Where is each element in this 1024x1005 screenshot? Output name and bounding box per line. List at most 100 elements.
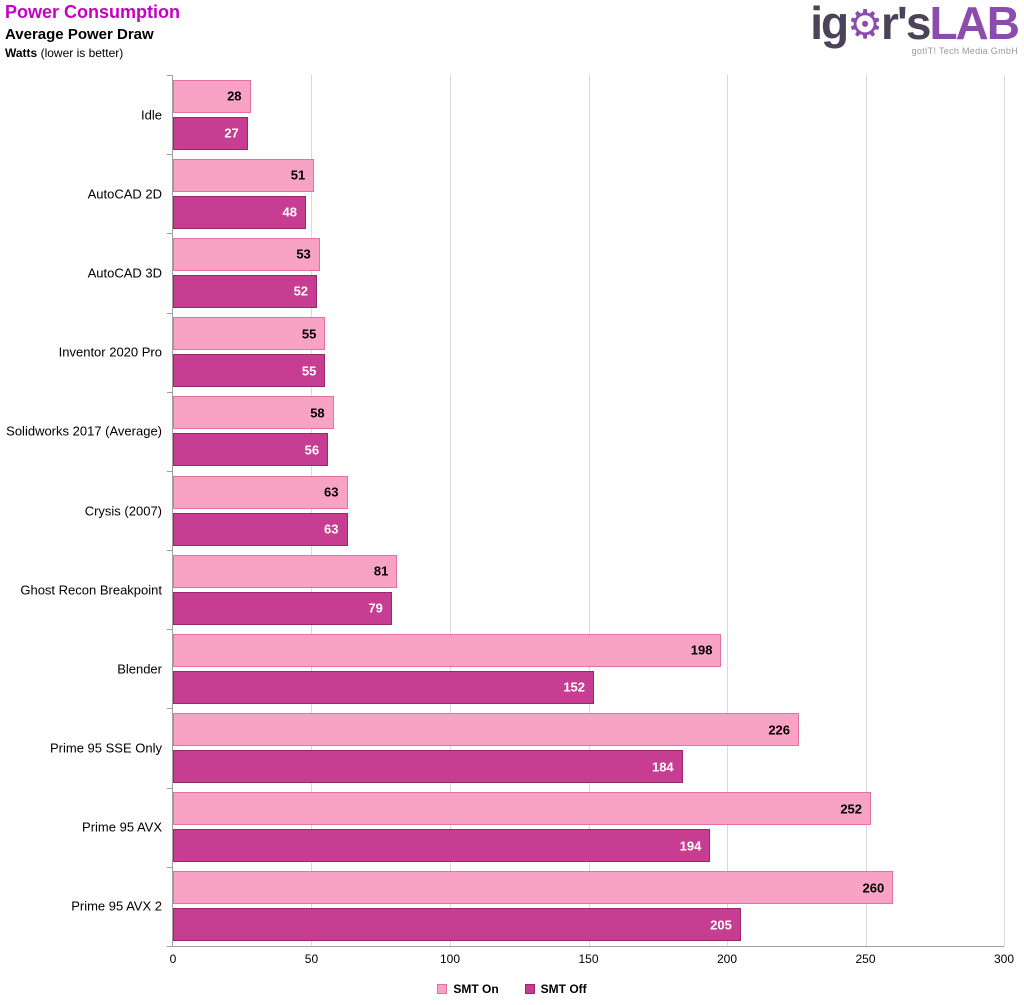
bar-value-label: 226 — [768, 722, 791, 738]
gridline — [449, 75, 451, 946]
category-label: Inventor 2020 Pro — [58, 344, 162, 360]
bar-value-label: 63 — [324, 484, 339, 500]
bar-value-label: 184 — [651, 759, 674, 775]
gridline — [1004, 75, 1005, 946]
bar-smt-on: 53 — [173, 237, 320, 271]
chart-row: Idle 28 27 — [141, 75, 1004, 154]
chart-rows: Idle 28 27 AutoCAD 2D 51 48 AutoCAD 3D 53 52 Inve… — [6, 75, 1004, 946]
bar-value-label: 152 — [563, 679, 586, 695]
bar-value-label: 28 — [227, 88, 242, 104]
chart-row: Prime 95 AVX 252 194 — [82, 788, 1004, 867]
category-label: Idle — [141, 107, 162, 123]
category-label: Crysis (2007) — [84, 503, 162, 519]
chart-row: Blender 198 152 — [117, 629, 1004, 708]
legend-swatch — [437, 984, 448, 994]
legend-label: SMT On — [453, 982, 499, 996]
legend-item: SMT Off — [524, 982, 587, 996]
category-label: AutoCAD 2D — [87, 186, 162, 202]
chart-row: Crysis (2007) 63 63 — [85, 471, 1004, 550]
bar-value-label: 56 — [304, 442, 320, 458]
bar-value-label: 79 — [368, 600, 383, 616]
legend-item: SMT On — [437, 982, 499, 996]
category-axis-tick — [167, 233, 173, 235]
x-axis-tick-label: 250 — [855, 952, 876, 966]
bar-smt-off: 79 — [173, 591, 392, 625]
bar-value-label: 48 — [282, 204, 297, 220]
bar-smt-off: 63 — [173, 512, 348, 546]
bar-value-label: 27 — [224, 125, 239, 141]
bar-smt-off: 152 — [173, 670, 595, 704]
chart-subtitle: Average Power Draw — [5, 25, 154, 43]
chart-row: AutoCAD 2D 51 48 — [88, 154, 1004, 233]
category-label: AutoCAD 3D — [87, 265, 162, 281]
category-label: Prime 95 AVX — [82, 819, 162, 835]
bar-smt-off: 55 — [173, 354, 326, 388]
bar-value-label: 63 — [324, 521, 339, 537]
category-axis-tick — [167, 550, 173, 552]
category-axis-tick — [167, 866, 173, 868]
plot: Idle 28 27 AutoCAD 2D 51 48 AutoCAD 3D 53 52 Inve… — [6, 75, 1014, 966]
bar-value-label: 55 — [301, 363, 317, 379]
bar-value-label: 53 — [296, 246, 311, 262]
chart-header: Power Consumption Average Power Draw Wat… — [5, 2, 180, 60]
x-axis-tick-label: 0 — [169, 952, 177, 966]
brand-logo: ig⚙r'sLAB gotIT! Tech Media GmbH — [810, 0, 1020, 56]
bar-value-label: 194 — [679, 838, 702, 854]
gridline — [311, 75, 313, 946]
gridline — [726, 75, 728, 946]
bar-smt-off: 56 — [173, 433, 329, 467]
bar-smt-off: 48 — [173, 195, 306, 229]
chart-row: Ghost Recon Breakpoint 81 79 — [20, 550, 1004, 629]
units-note: (lower is better) — [40, 46, 124, 61]
chart-row: Solidworks 2017 (Average) 58 56 — [6, 392, 1004, 471]
bar-smt-on: 28 — [173, 79, 251, 113]
bar-smt-on: 51 — [173, 158, 315, 192]
bar-smt-on: 58 — [173, 396, 334, 430]
x-axis-tick-label: 200 — [716, 952, 737, 966]
chart-row: Inventor 2020 Pro 55 55 — [59, 313, 1004, 392]
bar-smt-on: 81 — [173, 554, 398, 588]
x-axis-tick-label: 100 — [439, 952, 460, 966]
category-axis-tick — [167, 470, 173, 472]
axis-note: Watts (lower is better) — [5, 46, 180, 60]
bar-value-label: 52 — [293, 283, 309, 299]
gridline — [588, 75, 590, 946]
category-axis-tick — [167, 312, 173, 314]
bar-value-label: 58 — [310, 405, 325, 421]
bar-value-label: 51 — [290, 167, 306, 183]
category-axis-tick — [167, 154, 173, 156]
bar-smt-on: 260 — [173, 871, 894, 905]
category-axis-tick — [167, 391, 173, 393]
category-label: Ghost Recon Breakpoint — [20, 582, 162, 598]
bar-smt-on: 198 — [173, 633, 722, 667]
page-title: Power Consumption — [5, 2, 180, 22]
bar-value-label: 205 — [710, 917, 732, 933]
bar-smt-on: 55 — [173, 317, 326, 351]
category-label: Prime 95 AVX 2 — [71, 898, 162, 914]
legend-swatch — [524, 984, 535, 994]
bar-smt-off: 194 — [173, 829, 711, 863]
bar-smt-on: 63 — [173, 475, 348, 509]
x-axis-tick-label: 50 — [304, 952, 319, 966]
bar-smt-off: 27 — [173, 116, 248, 150]
logo-text-pre: ig — [810, 0, 849, 49]
bar-smt-off: 52 — [173, 274, 318, 308]
chart-row: AutoCAD 3D 53 52 — [88, 233, 1004, 312]
x-axis-tick-label: 300 — [993, 952, 1015, 966]
category-axis-tick — [167, 708, 173, 710]
bar-value-label: 252 — [840, 801, 863, 817]
gear-icon: ⚙ — [847, 3, 883, 47]
logo-tagline: gotIT! Tech Media GmbH — [911, 46, 1018, 56]
bar-smt-off: 184 — [173, 750, 683, 784]
logo-text-mid: r's — [881, 0, 931, 49]
category-label: Prime 95 SSE Only — [50, 740, 162, 756]
bar-value-label: 55 — [301, 326, 317, 342]
bar-value-label: 260 — [862, 880, 885, 896]
units-label: Watts — [5, 46, 38, 61]
category-axis-tick — [167, 629, 173, 631]
category-label: Solidworks 2017 (Average) — [6, 423, 162, 439]
chart-row: Prime 95 SSE Only 226 184 — [50, 709, 1004, 788]
legend: SMT On SMT Off — [0, 982, 1024, 996]
bar-smt-on: 252 — [173, 792, 872, 826]
category-axis-tick — [167, 787, 173, 789]
